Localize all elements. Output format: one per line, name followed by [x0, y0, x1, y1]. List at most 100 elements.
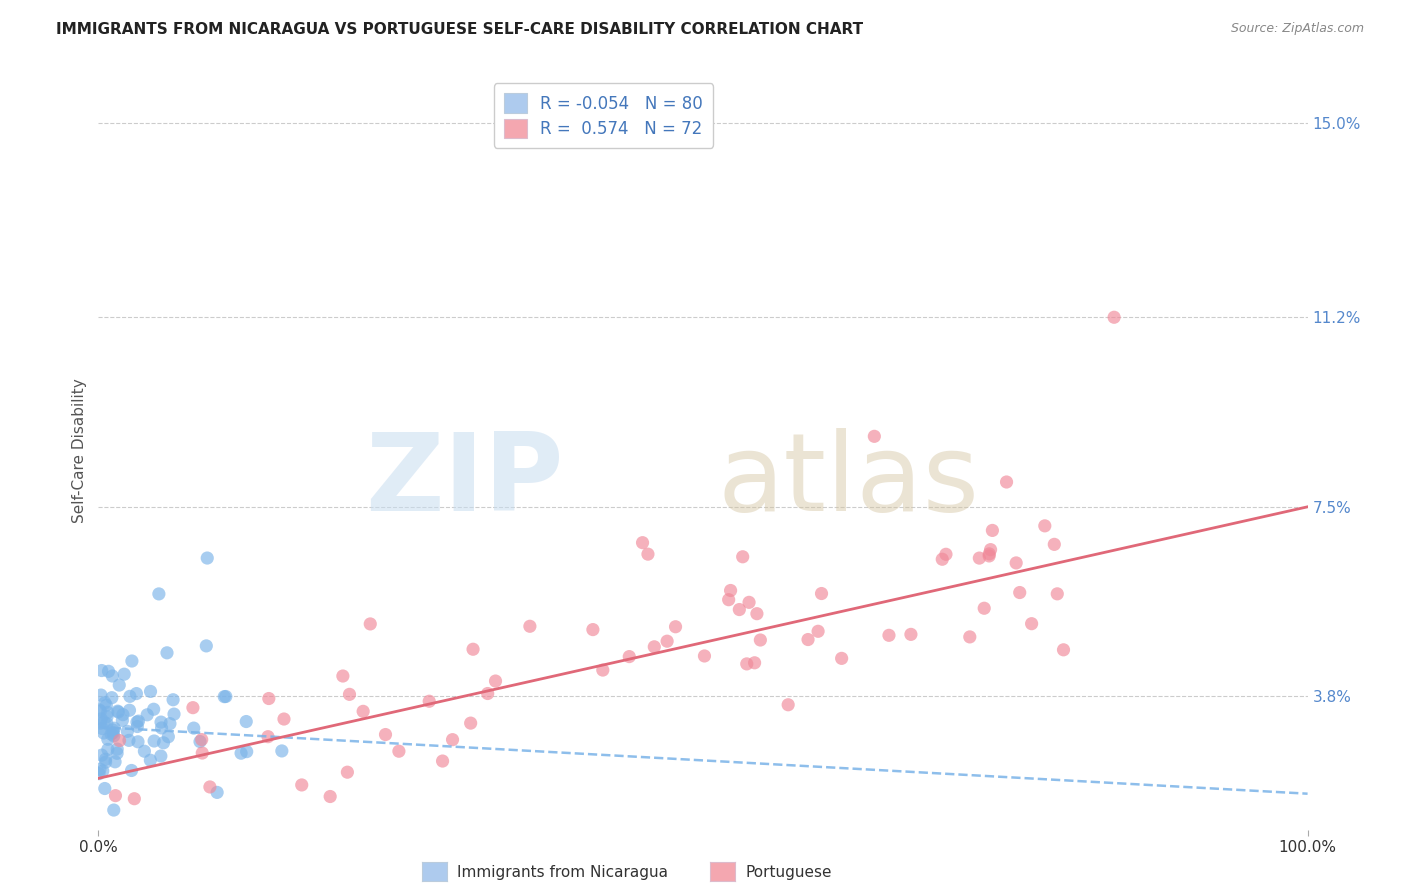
- Point: [96, 698, 118, 713]
- Point: [97, 706, 120, 720]
- Point: [981, 524, 1004, 538]
- Point: [214, 690, 236, 704]
- Point: [418, 694, 440, 708]
- Point: [139, 753, 162, 767]
- Point: [655, 634, 678, 648]
- Point: [359, 616, 381, 631]
- Point: [103, 721, 125, 735]
- Point: [97, 742, 120, 756]
- Point: [163, 707, 186, 722]
- Point: [863, 429, 886, 443]
- Point: [745, 607, 768, 621]
- Point: [150, 715, 173, 730]
- Point: [101, 723, 124, 737]
- Point: [105, 746, 128, 760]
- Point: [205, 785, 228, 799]
- Point: [461, 642, 484, 657]
- Point: [181, 700, 204, 714]
- Point: [114, 831, 136, 846]
- Point: [111, 707, 134, 722]
- Point: [157, 730, 180, 744]
- Point: [112, 667, 135, 681]
- Point: [100, 727, 122, 741]
- Point: [352, 704, 374, 718]
- Point: [980, 542, 1002, 557]
- Point: [188, 734, 211, 748]
- Point: [270, 744, 292, 758]
- Point: [1005, 556, 1028, 570]
- Point: [1046, 587, 1069, 601]
- Point: [810, 586, 832, 600]
- Point: [195, 551, 218, 566]
- Point: [720, 583, 742, 598]
- Point: [319, 789, 342, 804]
- Point: [1021, 616, 1043, 631]
- Point: [91, 722, 114, 736]
- Text: Immigrants from Nicaragua: Immigrants from Nicaragua: [457, 865, 668, 880]
- Point: [101, 725, 124, 739]
- Point: [519, 619, 541, 633]
- Point: [97, 732, 120, 747]
- Point: [94, 752, 117, 766]
- Point: [1102, 310, 1125, 325]
- Point: [190, 732, 212, 747]
- Point: [94, 781, 117, 796]
- Point: [90, 748, 112, 763]
- Point: [162, 692, 184, 706]
- Point: [93, 726, 115, 740]
- Point: [89, 704, 111, 718]
- Point: [87, 766, 110, 780]
- Point: [89, 703, 111, 717]
- Point: [931, 552, 953, 566]
- Point: [374, 727, 396, 741]
- Point: [728, 602, 751, 616]
- Point: [89, 716, 111, 731]
- Point: [332, 669, 354, 683]
- Text: Portuguese: Portuguese: [745, 865, 832, 880]
- Text: IMMIGRANTS FROM NICARAGUA VS PORTUGUESE SELF-CARE DISABILITY CORRELATION CHART: IMMIGRANTS FROM NICARAGUA VS PORTUGUESE …: [56, 22, 863, 37]
- Point: [108, 678, 131, 692]
- Point: [127, 714, 149, 728]
- Point: [744, 656, 766, 670]
- Point: [477, 686, 499, 700]
- Point: [101, 690, 124, 705]
- Point: [142, 702, 165, 716]
- Point: [969, 551, 991, 566]
- Point: [152, 736, 174, 750]
- Point: [94, 696, 117, 710]
- Point: [125, 687, 148, 701]
- Point: [388, 744, 411, 758]
- Point: [195, 639, 218, 653]
- Point: [143, 734, 166, 748]
- Point: [738, 595, 761, 609]
- Point: [778, 698, 800, 712]
- Point: [118, 690, 141, 704]
- Point: [717, 592, 740, 607]
- Point: [339, 687, 361, 701]
- Point: [959, 630, 981, 644]
- Point: [124, 791, 146, 805]
- Point: [94, 755, 117, 769]
- Text: atlas: atlas: [717, 428, 979, 533]
- Point: [441, 732, 464, 747]
- Point: [664, 620, 686, 634]
- Point: [97, 665, 120, 679]
- Point: [257, 730, 280, 744]
- Point: [89, 762, 111, 776]
- Point: [643, 640, 665, 654]
- Point: [291, 778, 314, 792]
- Point: [460, 716, 482, 731]
- Point: [111, 714, 134, 728]
- Point: [631, 535, 654, 549]
- Point: [191, 746, 214, 760]
- Point: [103, 729, 125, 743]
- Point: [127, 735, 149, 749]
- Point: [735, 657, 758, 671]
- Point: [749, 632, 772, 647]
- Point: [1008, 585, 1031, 599]
- Point: [139, 684, 162, 698]
- Point: [159, 716, 181, 731]
- Point: [1052, 642, 1074, 657]
- Point: [229, 746, 252, 760]
- Legend: R = -0.054   N = 80, R =  0.574   N = 72: R = -0.054 N = 80, R = 0.574 N = 72: [494, 84, 713, 148]
